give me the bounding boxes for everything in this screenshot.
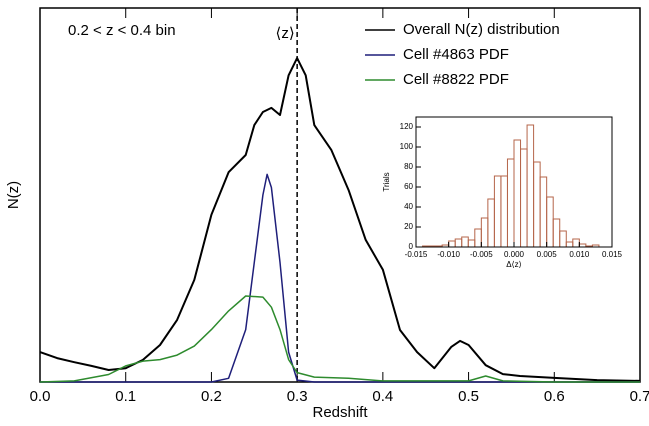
inset-x-label: Δ⟨z⟩	[506, 260, 522, 269]
series-line	[39, 57, 641, 382]
series-line	[39, 295, 640, 383]
inset-y-label: Trials	[382, 172, 391, 191]
annotation: 0.2 < z < 0.4 bin	[68, 22, 176, 39]
inset-x-tick-label: -0.010	[437, 250, 460, 259]
mean-marker-label: ⟨z⟩	[276, 25, 295, 42]
inset-y-tick-label: 40	[404, 202, 413, 211]
inset-x-tick-label: -0.015	[405, 250, 428, 259]
series-line	[40, 173, 640, 383]
inset-y-tick-label: 100	[400, 142, 414, 151]
x-tick-label: 0.5	[458, 388, 479, 405]
x-axis-label: Redshift	[312, 404, 368, 421]
x-tick-label: 0.6	[544, 388, 565, 405]
y-axis-label: N(z)	[5, 181, 22, 209]
inset-y-tick-label: 120	[400, 122, 414, 131]
x-tick-label: 0.3	[287, 388, 308, 405]
inset-x-tick-label: 0.015	[602, 250, 623, 259]
legend-label: Overall N(z) distribution	[403, 21, 560, 38]
legend-label: Cell #8822 PDF	[403, 71, 509, 88]
inset-x-tick-label: 0.005	[537, 250, 558, 259]
inset-y-tick-label: 60	[404, 182, 413, 191]
x-tick-label: 0.0	[30, 388, 51, 405]
inset-x-tick-label: 0.000	[504, 250, 525, 259]
inset-y-tick-label: 20	[404, 222, 413, 231]
x-tick-label: 0.1	[115, 388, 136, 405]
inset-x-tick-label: 0.010	[569, 250, 590, 259]
x-tick-label: 0.4	[372, 388, 393, 405]
x-tick-label: 0.2	[201, 388, 222, 405]
legend-label: Cell #4863 PDF	[403, 46, 509, 63]
inset-y-tick-label: 80	[404, 162, 413, 171]
inset-x-tick-label: -0.005	[470, 250, 493, 259]
inset-y-tick-label: 0	[409, 242, 414, 251]
x-tick-label: 0.7	[630, 388, 649, 405]
